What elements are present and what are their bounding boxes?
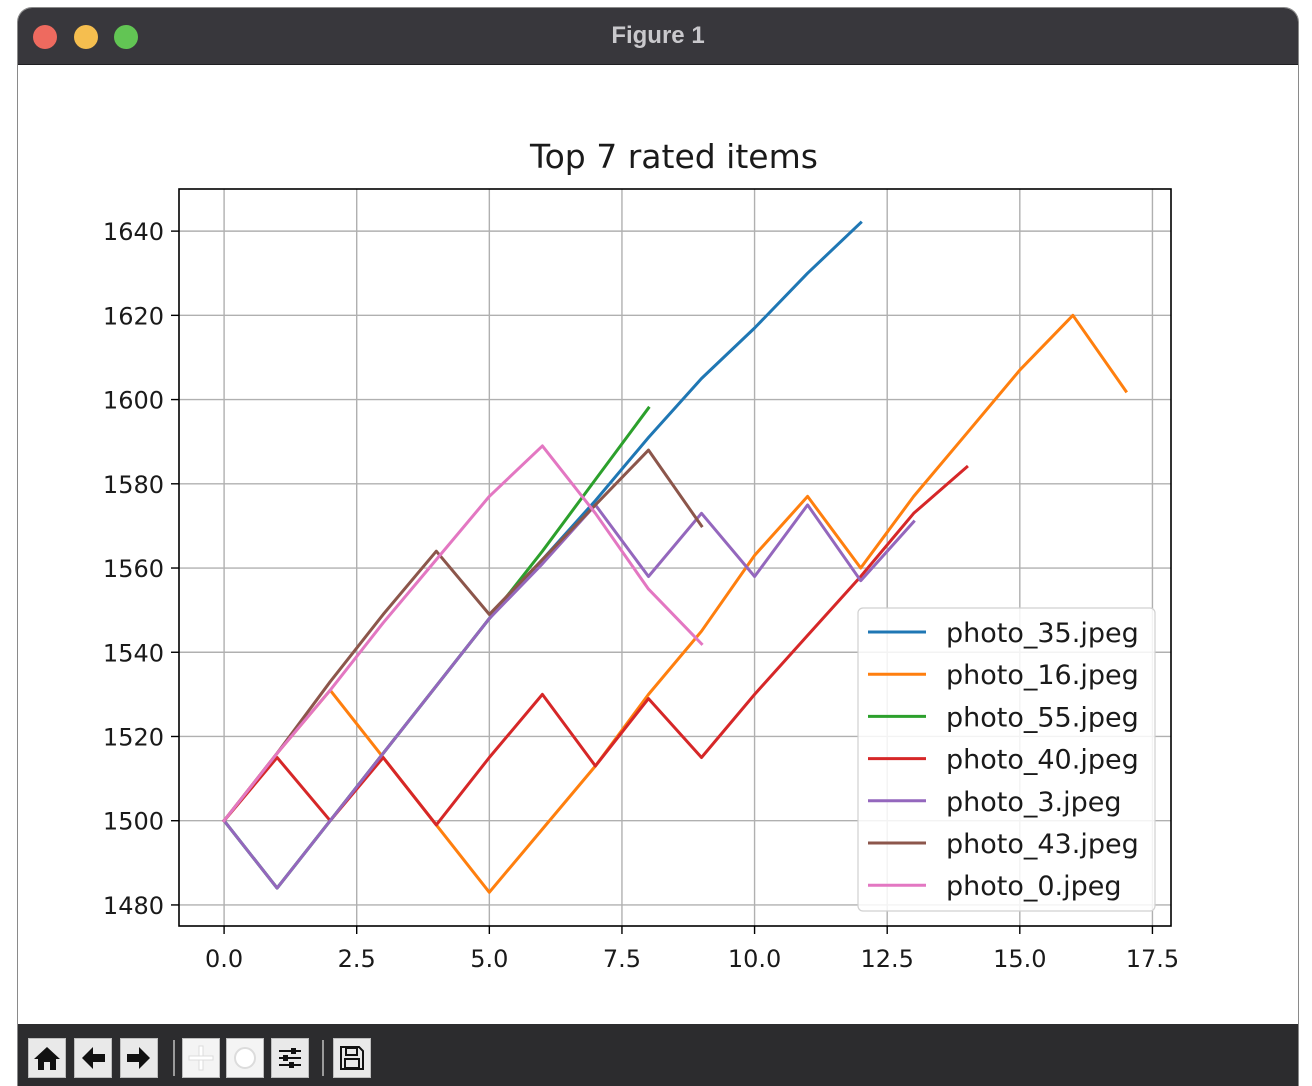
x-tick-label: 15.0 xyxy=(993,945,1046,973)
x-tick-label: 5.0 xyxy=(470,945,508,973)
series-lines xyxy=(221,220,1128,894)
y-tick-label: 1580 xyxy=(103,471,164,499)
series-line-photo-3-jpeg xyxy=(221,503,916,890)
series-line-photo-35-jpeg xyxy=(221,220,863,890)
minimize-window-button[interactable] xyxy=(74,25,98,49)
axis-ticks: 0.0 2.5 5.0 7.5 10.0 12.5 15.0 17.5 1480 1500 1520… xyxy=(103,218,1179,973)
series-line-photo-40-jpeg xyxy=(221,464,969,827)
legend-box xyxy=(857,607,1156,912)
y-tick-label: 1640 xyxy=(103,218,164,246)
y-tick-label: 1600 xyxy=(103,387,164,415)
series-line-photo-55-jpeg xyxy=(221,405,651,890)
figure-window: Figure 1 Top 7 rated items 0.0 2.5 5.0 7.5 1… xyxy=(18,8,1298,1086)
legend-item: photo_43.jpeg xyxy=(868,829,1139,860)
y-tick-label: 1620 xyxy=(103,302,164,330)
x-tick-label: 12.5 xyxy=(860,945,913,973)
pan-button[interactable] xyxy=(182,1038,220,1078)
series-line-photo-0-jpeg xyxy=(221,444,704,823)
forward-button[interactable] xyxy=(120,1038,158,1078)
y-tick-label: 1520 xyxy=(103,723,164,751)
x-tick-label: 17.5 xyxy=(1126,945,1179,973)
figure-canvas[interactable]: Top 7 rated items 0.0 2.5 5.0 7.5 10.0 12.5 15… xyxy=(18,65,1298,1024)
zoom-button[interactable] xyxy=(226,1038,264,1078)
forward-arrow-icon xyxy=(127,1047,150,1069)
x-tick-label: 0.0 xyxy=(205,945,243,973)
legend-label: photo_3.jpeg xyxy=(946,787,1122,818)
x-tick-label: 7.5 xyxy=(603,945,641,973)
legend: photo_35.jpeg photo_16.jpeg photo_55.jpegp… xyxy=(857,607,1156,912)
legend-item: photo_3.jpeg xyxy=(868,787,1122,818)
x-tick-label: 2.5 xyxy=(338,945,376,973)
pan-icon xyxy=(188,1045,214,1071)
legend-item: photo_55.jpeg xyxy=(868,702,1139,733)
configure-subplots-icon xyxy=(279,1048,301,1068)
legend-item: photo_35.jpeg xyxy=(868,618,1139,649)
title-bar[interactable]: Figure 1 xyxy=(18,8,1298,65)
zoom-icon xyxy=(234,1047,256,1069)
y-tick-label: 1480 xyxy=(103,892,164,920)
maximize-window-button[interactable] xyxy=(114,25,138,49)
y-tick-label: 1540 xyxy=(103,639,164,667)
x-tick-label: 10.0 xyxy=(728,945,781,973)
back-button[interactable] xyxy=(74,1038,112,1078)
legend-label: photo_43.jpeg xyxy=(946,829,1139,860)
series-line-photo-43-jpeg xyxy=(221,448,704,823)
legend-label: photo_55.jpeg xyxy=(946,702,1139,733)
legend-item: photo_16.jpeg xyxy=(868,660,1139,691)
legend-label: photo_40.jpeg xyxy=(946,745,1139,776)
save-button[interactable] xyxy=(333,1038,371,1078)
axes-frame xyxy=(178,188,1172,927)
legend-label: photo_0.jpeg xyxy=(946,871,1122,902)
home-button[interactable] xyxy=(28,1038,66,1078)
close-window-button[interactable] xyxy=(33,25,57,49)
legend-label: photo_35.jpeg xyxy=(946,618,1139,649)
window-title: Figure 1 xyxy=(611,22,705,49)
series-line-photo-16-jpeg xyxy=(221,313,1128,894)
legend-item: photo_0.jpeg xyxy=(868,871,1122,902)
y-tick-label: 1560 xyxy=(103,555,164,583)
y-tick-label: 1500 xyxy=(103,808,164,836)
save-icon xyxy=(340,1046,364,1070)
configure-subplots-button[interactable] xyxy=(271,1038,309,1078)
legend-label: photo_16.jpeg xyxy=(946,660,1139,691)
legend-item: photo_40.jpeg xyxy=(868,745,1139,776)
toolbar-separator xyxy=(173,1040,175,1076)
navigation-toolbar xyxy=(18,1024,1298,1086)
line-chart: Top 7 rated items 0.0 2.5 5.0 7.5 10.0 12.5 15… xyxy=(103,137,1179,973)
toolbar-separator xyxy=(322,1040,324,1076)
home-icon xyxy=(34,1047,60,1070)
chart-title: Top 7 rated items xyxy=(529,137,818,176)
back-arrow-icon xyxy=(82,1047,105,1069)
